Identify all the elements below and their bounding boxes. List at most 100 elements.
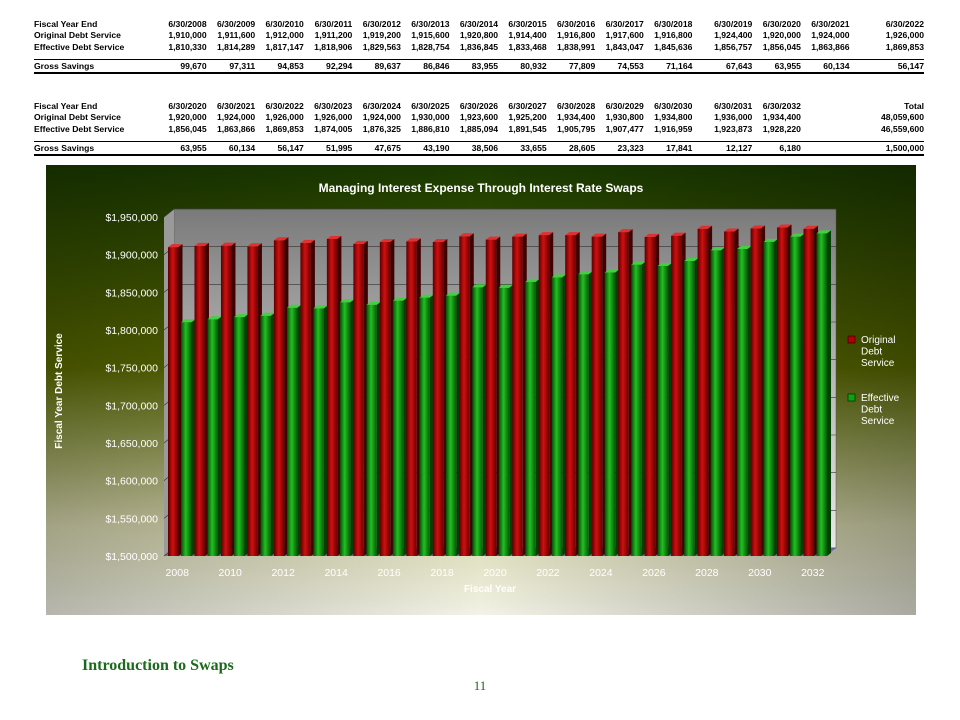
table-cell: 33,655 (498, 140, 547, 156)
chart-title: Managing Interest Expense Through Intere… (319, 181, 644, 195)
table-cell: 6/30/2026 (459, 100, 499, 111)
bar-original (618, 229, 633, 557)
table-cell: 1,828,754 (411, 41, 450, 52)
table-cell: 94,853 (255, 58, 304, 74)
table-cell: 60,134 (206, 140, 256, 156)
bar-top (777, 224, 792, 228)
x-tick-label: 2032 (801, 567, 825, 579)
bar-effective (551, 274, 567, 556)
bar-front (551, 277, 563, 556)
table-cell: 6/30/2021 (216, 100, 256, 111)
row-label: Fiscal Year End (34, 18, 98, 29)
bar-front (697, 228, 709, 556)
row-label: Effective Debt Service (34, 41, 125, 52)
table-cell: 1,924,400 (714, 30, 753, 41)
row-label: Gross Savings (34, 58, 159, 74)
table-cell: 1,934,400 (762, 112, 801, 123)
bar-effective (260, 312, 275, 556)
bar-front (737, 249, 748, 556)
table-cell: 1,916,800 (557, 30, 596, 41)
table-cell: 1,863,866 (811, 41, 850, 52)
bar-effective (181, 319, 196, 556)
bar-front (684, 261, 695, 556)
bar-front (260, 315, 271, 556)
bar-top (644, 233, 660, 237)
table-cell: 1,905,795 (557, 123, 596, 134)
table-cell: 6/30/2024 (362, 100, 401, 111)
table-cell: 1,928,220 (762, 123, 801, 134)
table-cell: 1,869,853 (885, 41, 924, 52)
bar-top (724, 228, 739, 232)
bar-top (737, 246, 752, 250)
table-row: Effective Debt Service 1,810,330 1,814,289… (34, 41, 924, 53)
bar-original (168, 244, 183, 556)
table-row: Effective Debt Service 1,856,045 1,863,866… (34, 123, 924, 135)
bar-front (671, 235, 682, 556)
table-cell: 99,670 (158, 58, 207, 74)
table-cell: 1,874,005 (314, 123, 353, 134)
bar-effective (578, 271, 593, 556)
table-cell: 1,925,200 (508, 112, 547, 123)
gross-savings-row: Gross Savings 63,955 60,134 56,147 51,995 47,… (34, 140, 924, 156)
bar-effective (445, 292, 461, 556)
table-cell: Total (904, 100, 924, 111)
bar-original (671, 232, 686, 556)
bar-top (419, 294, 434, 298)
x-tick-label: 2022 (536, 567, 560, 579)
bar-front (233, 317, 245, 556)
table-cell: 1,926,000 (314, 112, 353, 123)
table-cell: 23,323 (595, 140, 644, 156)
y-tick-label: $1,950,000 (105, 212, 158, 224)
table-cell: 6/30/2017 (605, 18, 644, 29)
legend-label: Service (861, 358, 895, 369)
y-tick-label: $1,800,000 (105, 325, 158, 337)
bar-front (220, 245, 232, 557)
table-cell: 6/30/2021 (811, 18, 850, 29)
bar-original (194, 242, 209, 556)
y-tick-label: $1,650,000 (105, 438, 158, 450)
bar-top (339, 299, 355, 303)
legend-swatch-original (847, 335, 856, 344)
table-cell: 1,833,468 (508, 41, 547, 52)
table-cell: 6/30/2008 (168, 18, 207, 29)
bar-original (644, 233, 660, 556)
y-axis-label: Fiscal Year Debt Service (54, 333, 65, 449)
y-tick-label: $1,750,000 (105, 363, 158, 375)
table-cell: 48,059,600 (880, 112, 924, 123)
x-tick-label: 2030 (748, 567, 772, 579)
bar-effective (419, 294, 434, 556)
bar-top (379, 239, 395, 243)
bar-front (763, 241, 775, 557)
table-cell (800, 140, 850, 156)
table-cell: 1,876,325 (362, 123, 401, 134)
bar-effective (366, 301, 381, 556)
table-cell: 1,923,600 (459, 112, 499, 123)
bar-top (168, 244, 183, 248)
bar-original (777, 224, 792, 556)
bar-effective (631, 261, 646, 556)
gross-savings-row: Gross Savings 99,670 97,311 94,853 92,294 89,… (34, 58, 924, 74)
bar-top (233, 314, 249, 318)
table-cell: 77,809 (546, 58, 596, 74)
bar-front (578, 274, 589, 556)
table-cell: 1,923,873 (714, 123, 753, 134)
bar-top (260, 312, 275, 316)
bar-effective (604, 269, 620, 556)
bar-original (750, 225, 766, 556)
bar-front (710, 250, 722, 557)
x-tick-label: 2012 (271, 567, 295, 579)
bar-front (406, 241, 417, 556)
bar-effective (392, 297, 408, 556)
table-cell: 1,836,845 (459, 41, 499, 52)
y-tick-label: $1,600,000 (105, 476, 158, 488)
table-cell: 6/30/2015 (508, 18, 547, 29)
y-tick-label: $1,700,000 (105, 400, 158, 412)
bar-top (181, 319, 196, 323)
bar-front (604, 272, 616, 556)
bar-original (565, 232, 580, 556)
legend-label: Service (861, 416, 895, 427)
bar-front (498, 287, 510, 556)
bar-effective (286, 304, 302, 556)
bar-top (790, 233, 805, 237)
